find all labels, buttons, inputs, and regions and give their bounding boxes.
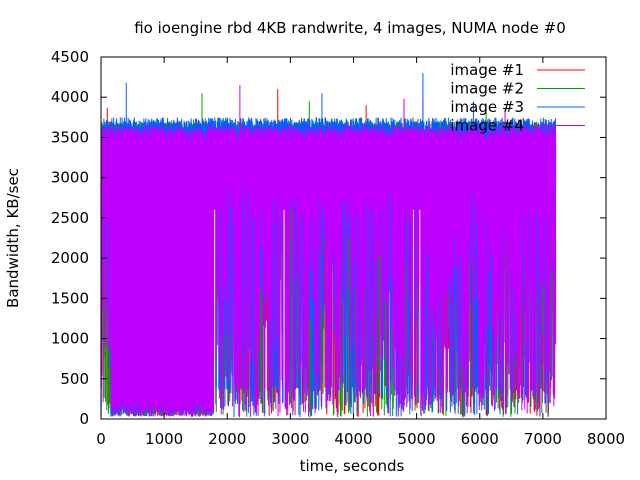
y-tick-label: 4000: [51, 88, 89, 106]
x-tick-label: 5000: [398, 430, 436, 448]
chart-title: fio ioengine rbd 4KB randwrite, 4 images…: [134, 19, 566, 37]
y-axis: 0 500 1000 1500 2000 2500 3000 3500 4000 4500: [51, 48, 606, 428]
series-line: [100, 125, 557, 418]
legend-label: image #1: [450, 61, 524, 79]
y-tick-label: 3000: [51, 169, 89, 187]
legend-label: image #2: [450, 80, 524, 98]
y-tick-label: 500: [60, 370, 89, 388]
y-tick-label: 1500: [51, 289, 89, 307]
y-tick-label: 2500: [51, 209, 89, 227]
x-tick-label: 2000: [208, 430, 246, 448]
x-tick-label: 3000: [271, 430, 309, 448]
x-tick-label: 0: [96, 430, 106, 448]
x-tick-label: 7000: [524, 430, 562, 448]
data-layer: [100, 73, 557, 419]
y-tick-label: 2000: [51, 249, 89, 267]
legend-label: image #3: [450, 98, 524, 116]
y-axis-label: Bandwidth, KB/sec: [4, 168, 22, 308]
legend-label: image #4: [450, 117, 524, 135]
y-tick-label: 3500: [51, 128, 89, 146]
x-axis: 0 1000 2000 3000 4000 5000 6000 7000 8000: [96, 57, 625, 448]
x-tick-label: 4000: [334, 430, 372, 448]
x-axis-label: time, seconds: [300, 457, 405, 475]
x-tick-label: 8000: [587, 430, 625, 448]
x-tick-label: 6000: [461, 430, 499, 448]
y-tick-label: 0: [79, 410, 89, 428]
y-tick-label: 1000: [51, 330, 89, 348]
x-tick-label: 1000: [145, 430, 183, 448]
y-tick-label: 4500: [51, 48, 89, 66]
